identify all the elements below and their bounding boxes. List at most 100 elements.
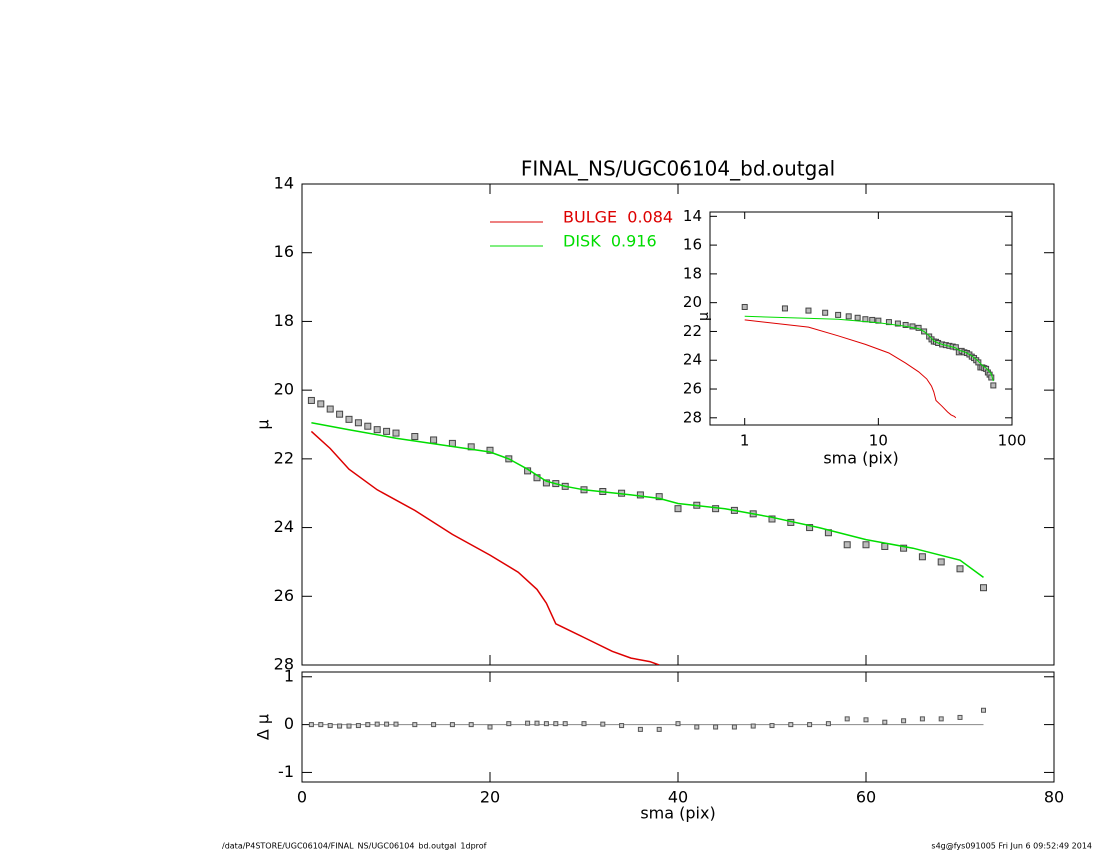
- data-point: [655, 493, 663, 501]
- data-point: [636, 491, 644, 499]
- x-tick-label: 10: [869, 432, 888, 450]
- data-point: [900, 544, 908, 552]
- x-tick-label: 80: [1044, 788, 1064, 807]
- residual-point: [750, 723, 756, 729]
- data-point: [336, 410, 344, 418]
- data-point: [411, 433, 419, 441]
- residual-point: [675, 721, 681, 727]
- data-point: [674, 505, 682, 513]
- residual-layer: [308, 707, 986, 732]
- residual-point: [346, 723, 352, 729]
- data-point: [741, 303, 748, 310]
- residual-point: [431, 722, 437, 728]
- y-tick-label: 20: [683, 293, 702, 311]
- residual-point: [769, 723, 775, 729]
- data-point: [918, 553, 926, 561]
- data-point: [806, 524, 814, 532]
- data-point: [862, 316, 869, 323]
- model-line: [744, 315, 994, 382]
- residual-point: [384, 721, 390, 727]
- data-point: [354, 419, 362, 427]
- legend-label: BULGE 0.084: [563, 208, 673, 227]
- residual-point: [619, 723, 625, 729]
- data-point: [881, 542, 889, 550]
- data-point: [345, 415, 353, 423]
- residual-point: [637, 726, 643, 732]
- legend-label: DISK 0.916: [563, 232, 657, 251]
- y-tick-label: 26: [683, 380, 702, 398]
- residual-point: [308, 722, 314, 728]
- residual-point: [543, 721, 549, 727]
- residual-point: [506, 721, 512, 727]
- data-point: [980, 584, 987, 592]
- residual-point: [581, 721, 587, 727]
- residual-point: [825, 721, 831, 727]
- y-tick-label: 16: [274, 242, 294, 261]
- y-tick-label: 16: [683, 236, 702, 254]
- y-tick-label: 18: [274, 311, 294, 330]
- model-line: [311, 422, 984, 579]
- x-tick-label: 100: [998, 432, 1027, 450]
- x-tick-label: 1: [740, 432, 750, 450]
- y-tick-label: 28: [683, 408, 702, 426]
- residual-point: [957, 714, 963, 720]
- inset-background: [710, 212, 1012, 425]
- y-axis-label: μ: [254, 419, 273, 429]
- x-tick-label: 20: [480, 788, 500, 807]
- y-tick-label: -1: [278, 762, 294, 781]
- data-point: [712, 505, 720, 513]
- residual-point: [807, 722, 813, 728]
- data-point: [781, 305, 788, 312]
- data-point: [392, 429, 400, 437]
- residual-point: [788, 722, 794, 728]
- footer-right: s4g@fys091005 Fri Jun 6 09:52:49 2014: [931, 842, 1092, 850]
- data-point: [486, 446, 494, 454]
- residual-point: [449, 722, 455, 728]
- residual-point: [713, 724, 719, 730]
- y-tick-label: 22: [683, 322, 702, 340]
- data-point: [364, 422, 372, 430]
- residual-point: [562, 721, 568, 727]
- chart-title: FINAL_NS/UGC06104_bd.outgal: [521, 157, 835, 181]
- data-point: [843, 541, 851, 549]
- x-axis-label: sma (pix): [640, 804, 715, 823]
- series-layer: [741, 303, 997, 419]
- data-point: [845, 313, 852, 320]
- data-point: [383, 427, 391, 435]
- residual-point: [981, 707, 986, 713]
- residual-point: [327, 723, 333, 729]
- x-tick-label: 0: [297, 788, 307, 807]
- y-tick-label: 22: [274, 448, 294, 467]
- y-axis-label: Δ μ: [254, 714, 273, 740]
- residual-point: [694, 724, 700, 730]
- data-point: [805, 307, 812, 314]
- y-tick-label: 0: [284, 714, 294, 733]
- residual-point: [553, 721, 559, 727]
- residual-point: [731, 724, 737, 730]
- residual-point: [938, 716, 944, 722]
- data-point: [835, 311, 842, 318]
- residual-point: [882, 719, 888, 725]
- residual-point: [534, 720, 540, 726]
- y-tick-label: 24: [274, 517, 294, 536]
- data-point: [326, 405, 334, 413]
- data-point: [902, 321, 909, 328]
- data-point: [317, 400, 325, 408]
- y-tick-label: 18: [683, 264, 702, 282]
- residual-point: [600, 721, 606, 727]
- data-point: [822, 309, 829, 316]
- x-axis-label: sma (pix): [823, 449, 898, 468]
- data-point: [937, 558, 945, 566]
- residual-point: [374, 721, 380, 727]
- data-point: [542, 479, 550, 487]
- residual-point: [468, 722, 474, 728]
- data-point: [307, 396, 315, 404]
- data-point: [430, 436, 438, 444]
- residual-point: [863, 717, 869, 723]
- x-tick-label: 60: [856, 788, 876, 807]
- model-line: [744, 319, 957, 419]
- y-tick-label: 24: [683, 351, 702, 369]
- y-tick-label: 14: [683, 207, 702, 225]
- data-point: [990, 382, 997, 389]
